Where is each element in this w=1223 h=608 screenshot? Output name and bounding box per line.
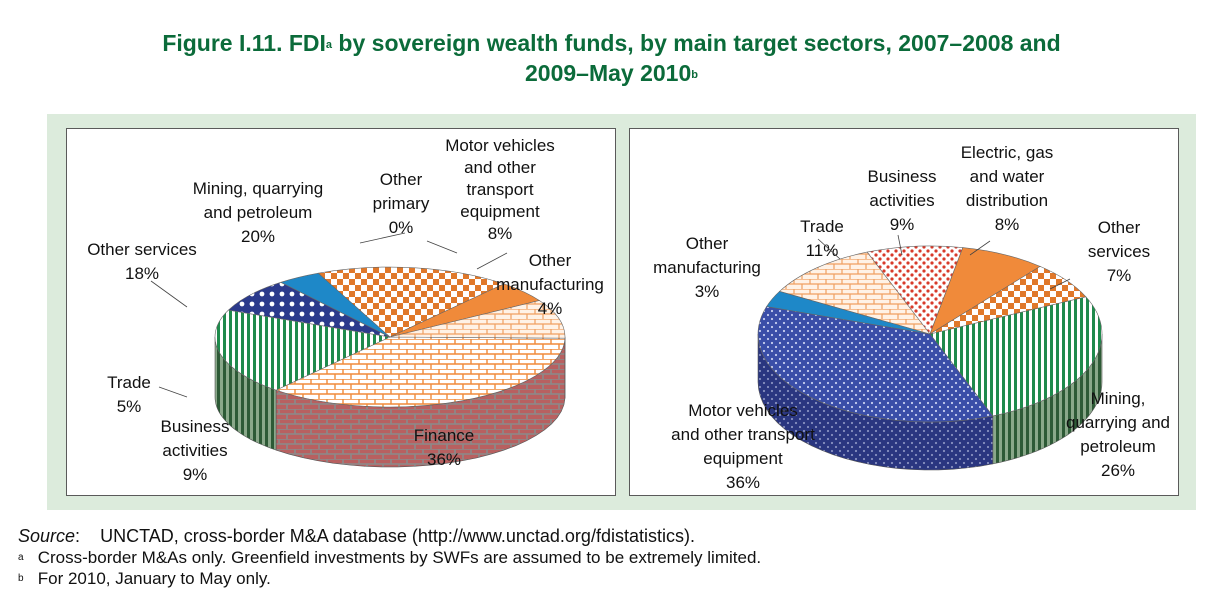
footnote-a: a Cross-border M&As only. Greenfield inv… (18, 547, 761, 568)
right-slice-3 (779, 251, 931, 335)
figure-frame: Mining, quarrying and petroleum 20% Other pr… (47, 114, 1196, 510)
label-left-motor-vehicles: Motor vehicles and other transport equipmen… (445, 136, 555, 243)
label-right-business-activities: Business activities 9% (868, 167, 937, 234)
title-part: Figure I.11. FDI (162, 30, 326, 56)
label-left-mining: Mining, quarrying and petroleum 20% (193, 179, 323, 246)
leader-line-4 (158, 386, 188, 398)
leader-line-0 (359, 232, 406, 244)
pie-panel-2009-2010: Electric, gas and water distribution 8% Busi… (629, 128, 1179, 496)
left-slice-0 (275, 336, 566, 408)
figure-notes: Source: UNCTAD, cross-border M&A databas… (18, 526, 761, 589)
left-slice-7 (389, 300, 566, 339)
left-slice-1 (214, 309, 392, 391)
label-left-other-manufacturing: Other manufacturing 4% (496, 251, 604, 318)
label-right-mining: Mining, quarrying and petroleum 26% (1066, 389, 1170, 480)
title-part: by sovereign wealth funds, by main targe… (332, 30, 1061, 56)
label-left-other-primary: Other primary 0% (373, 170, 430, 237)
right-slice-4 (866, 245, 964, 335)
pie-left-labels: Mining, quarrying and petroleum 20% Other pr… (87, 136, 604, 484)
footnote-b-mark: b (18, 573, 24, 584)
leader-line-3 (150, 280, 188, 308)
label-right-other-manufacturing: Other manufacturing 3% (653, 234, 761, 301)
label-right-motor-vehicles: Motor vehicles and other transport equipme… (671, 401, 815, 492)
right-slice-0 (929, 296, 1103, 417)
title-footnote-mark-b: b (691, 69, 698, 81)
title-part: 2009–May 2010 (525, 60, 692, 86)
label-right-other-services: Other services 7% (1088, 218, 1150, 285)
title-line2: 2009–May 2010b (525, 60, 698, 86)
pie-panel-2007-2008: Mining, quarrying and petroleum 20% Other pr… (66, 128, 616, 496)
source-text: UNCTAD, cross-border M&A database (http:… (100, 526, 695, 546)
pie-chart-right: Electric, gas and water distribution 8% Busi… (653, 143, 1170, 492)
title-line1: Figure I.11. FDIa by sovereign wealth fu… (162, 30, 1060, 56)
right-slice-6 (929, 266, 1087, 335)
leader-line-8 (1049, 278, 1071, 290)
footnote-b-text: For 2010, January to May only. (37, 569, 271, 588)
label-right-trade: Trade 11% (800, 217, 844, 260)
leader-line-1 (426, 240, 458, 254)
leader-line-6 (897, 234, 903, 256)
footnote-b: b For 2010, January to May only. (18, 568, 761, 589)
footnote-a-text: Cross-border M&As only. Greenfield inves… (37, 548, 762, 567)
pie-right-slices (757, 245, 1103, 471)
footnote-a-mark: a (18, 552, 24, 563)
title-footnote-mark-a: a (325, 39, 333, 51)
pie-right-labels: Electric, gas and water distribution 8% Busi… (653, 143, 1170, 492)
leader-line-5 (817, 238, 841, 260)
label-left-trade: Trade 5% (107, 373, 151, 416)
leader-line-7 (969, 240, 991, 256)
source-colon: : (75, 526, 81, 546)
source-label: Source (18, 526, 76, 546)
pie-chart-left: Mining, quarrying and petroleum 20% Other pr… (87, 136, 604, 484)
source-note: Source: UNCTAD, cross-border M&A databas… (18, 526, 761, 547)
label-left-finance: Finance 36% (414, 426, 474, 469)
pie-left-slices (214, 266, 566, 468)
chart-title: Figure I.11. FDIa by sovereign wealth fu… (0, 28, 1223, 88)
right-slice-1 (757, 306, 994, 423)
label-left-other-services: Other services 18% (87, 240, 197, 283)
left-slice-5 (317, 266, 505, 338)
label-left-business-activities: Business activities 9% (161, 417, 230, 484)
leader-line-2 (476, 252, 508, 270)
label-right-electric: Electric, gas and water distribution 8% (961, 143, 1054, 234)
